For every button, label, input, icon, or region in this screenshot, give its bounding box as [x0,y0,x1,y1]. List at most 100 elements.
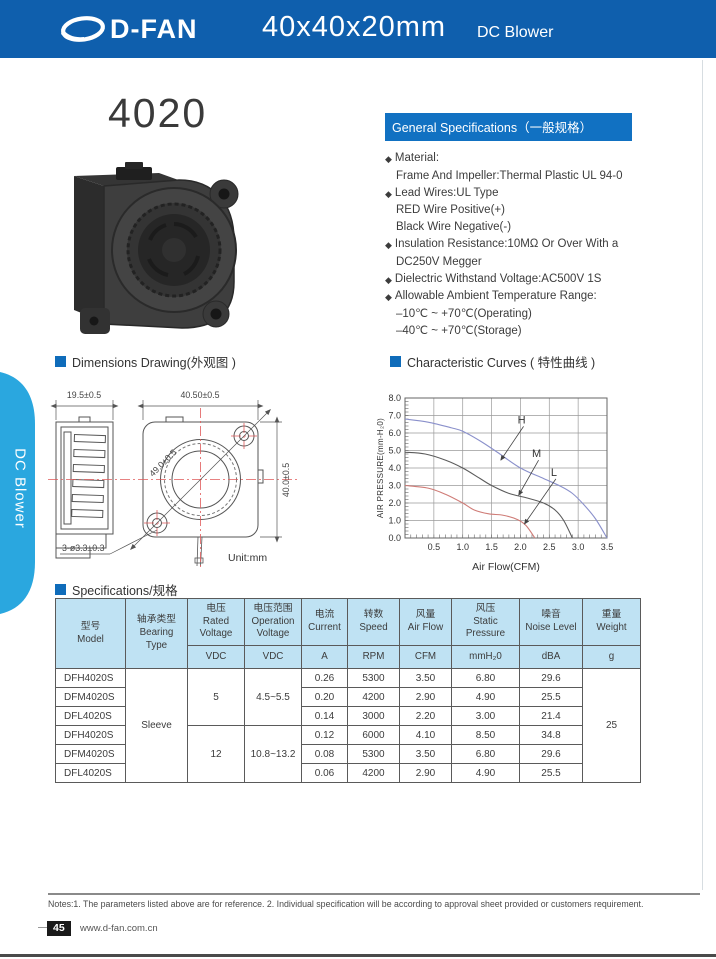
spec-list-text: Lead Wires:UL Type [394,186,499,199]
cell-pressure: 4.90 [451,763,520,783]
dim-holes-label: 3-ø3.3±0.3 [62,543,105,553]
cell-noise: 34.8 [519,725,583,745]
y-tick-label: 6.0 [388,428,401,438]
cell-weight: 25 [582,668,641,783]
general-specifications-list: ◆ Material: Frame And Impeller:Thermal Pla… [385,150,705,340]
characteristic-curves-chart: 0.5 1.0 1.5 2.0 2.5 3.0 3.5 0.0 1.0 2.0 3.0 4.0 5.0 6… [376,393,613,573]
cell-pressure: 4.90 [451,687,520,707]
page-number-badge: 45 [47,921,71,936]
y-tick-label: 0.0 [388,533,401,543]
spec-list-text: Black Wire Negative(-) [396,221,512,234]
spec-table-body: DFH4020S Sleeve 5 4.5~5.5 0.26 5300 3.50 6.80 29… [55,668,641,783]
spec-list-item: ◆ Insulation Resistance:10MΩ Or Over With… [385,236,705,254]
cell-noise: 25.5 [519,687,583,707]
general-specifications-title: General Specifications（一般规格） [385,113,632,141]
cell-operation-voltage: 4.5~5.5 [244,668,302,726]
annotation-label-H: H [518,414,526,426]
cell-current: 0.12 [301,725,348,745]
cell-rated-voltage: 5 [187,668,245,726]
y-tick-label: 7.0 [388,411,401,421]
spec-list-item: Frame And Impeller:Thermal Plastic UL 94… [385,168,705,185]
y-tick-label: 1.0 [388,516,401,526]
website-url: www.d-fan.com.cn [80,923,158,934]
dim-width-label: 40.50±0.5 [180,390,219,400]
header-bar: D-FAN 40x40x20mm DC Blower [0,0,716,58]
spec-list-item: RED Wire Positive(+) [385,202,705,219]
cell-model: DFL4020S [55,706,126,726]
side-tab-shape [0,372,35,614]
cell-speed: 6000 [347,725,400,745]
cell-model: DFH4020S [55,668,126,688]
cell-bearing: Sleeve [125,668,188,783]
col-header: 风量 Air Flow [399,598,452,646]
spec-list-item: Black Wire Negative(-) [385,219,705,236]
cell-pressure: 6.80 [451,668,520,688]
section-dimensions-label: Dimensions Drawing(外观图 ) [72,356,236,370]
col-header: 电压范围 Operation Voltage [244,598,302,646]
cell-pressure: 3.00 [451,706,520,726]
cell-pressure: 8.50 [451,725,520,745]
x-tick-label: 3.0 [572,542,585,552]
spec-list-item: ◆ Allowable Ambient Temperature Range: [385,288,705,306]
annotation-label-M: M [532,448,541,460]
cell-noise: 21.4 [519,706,583,726]
col-unit: RPM [347,645,400,669]
diamond-bullet-icon: ◆ [385,274,392,285]
dfan-swoosh-icon [61,16,105,42]
spec-list-item: ◆ Lead Wires:UL Type [385,185,705,203]
dim-height-label: 40.0±0.5 [281,463,291,497]
cell-speed: 3000 [347,706,400,726]
x-tick-label: 1.0 [456,542,469,552]
spec-list-text: Material: [394,152,440,164]
spec-list-item: –10℃ ~ +70℃(Operating) [385,306,705,323]
annotation-arrow-L [524,478,557,525]
spec-list-item: ◆ Material: [385,150,705,168]
cell-speed: 5300 [347,668,400,688]
cell-airflow: 2.20 [399,706,452,726]
section-square-icon [55,584,66,595]
y-axis-title: AIR PRESSURE(mm-H₂0) [376,418,385,518]
cell-model: DFH4020S [55,725,126,745]
annotation-label-L: L [551,467,557,479]
dim-diagonal-label: 49.0±0.5 [147,447,178,478]
table-row: DFH4020S Sleeve 5 4.5~5.5 0.26 5300 3.50 6.80 29… [55,668,641,783]
cell-rated-voltage: 12 [187,725,245,783]
section-square-icon [55,356,66,367]
cell-noise: 25.5 [519,763,583,783]
spec-table-header: 型号 Model 轴承类型 Bearing Type 电压 Rated Voltage 电压… [55,598,641,669]
col-header: 电流 Current [301,598,348,646]
diamond-bullet-icon: ◆ [385,239,392,250]
y-tick-label: 3.0 [388,481,401,491]
footer-notes: Notes:1. The parameters listed above are… [48,899,644,909]
spec-list-item: DC250V Megger [385,254,705,271]
y-tick-label: 2.0 [388,498,401,508]
spec-list-item: ◆ Dielectric Withstand Voltage:AC500V 1S [385,271,705,289]
diamond-bullet-icon: ◆ [385,292,392,303]
spec-list-text: RED Wire Positive(+) [396,204,505,217]
y-tick-label: 5.0 [388,446,401,456]
col-unit: VDC [244,645,302,669]
cell-airflow: 3.50 [399,744,452,764]
product-photo [74,162,239,334]
annotation-arrow-H [500,426,524,461]
spec-list-text: Insulation Resistance:10MΩ Or Over With … [394,237,619,250]
col-unit: CFM [399,645,452,669]
y-tick-label: 8.0 [388,393,401,403]
header-row-units: VDC VDC A RPM CFM mmH₂0 dBA g [56,645,641,669]
spec-list-text: DC250V Megger [396,255,482,268]
col-unit: VDC [187,645,245,669]
section-dimensions-heading: Dimensions Drawing(外观图 ) [55,352,236,371]
section-specs-heading: Specifications/规格 [55,580,178,599]
product-size-title: 40x40x20mm [262,11,447,43]
col-header: 电压 Rated Voltage [187,598,245,646]
spec-list-item: –40℃ ~ +70℃(Storage) [385,323,705,340]
spec-list-text: –10℃ ~ +70℃(Operating) [396,308,532,321]
header-row-names: 型号 Model 轴承类型 Bearing Type 电压 Rated Voltage 电压… [55,598,641,669]
section-square-icon [390,356,401,367]
x-tick-label: 1.5 [485,542,498,552]
cell-model: DFM4020S [55,687,126,707]
section-specs-label: Specifications/规格 [72,584,178,598]
cell-model: DFL4020S [55,763,126,783]
cell-operation-voltage: 10.8~13.2 [244,725,302,783]
